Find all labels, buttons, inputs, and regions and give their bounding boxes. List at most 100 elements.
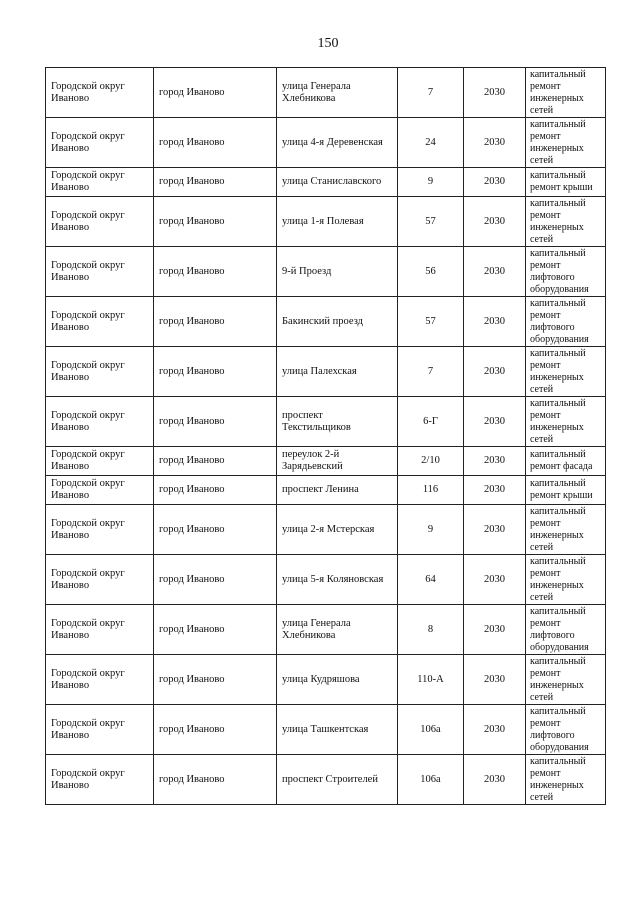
work-type-cell: капитальный ремонт инженерных сетей (525, 117, 606, 168)
district-cell: Городской округ Иваново (45, 754, 154, 805)
district-cell: Городской округ Иваново (45, 346, 154, 397)
house-number-cell: 106а (397, 704, 464, 755)
work-type-cell: капитальный ремонт крыши (525, 167, 606, 197)
work-type-cell: капитальный ремонт лифтового оборудовани… (525, 296, 606, 347)
district-cell: Городской округ Иваново (45, 167, 154, 197)
district-cell: Городской округ Иваново (45, 704, 154, 755)
district-cell: Городской округ Иваново (45, 396, 154, 447)
year-cell: 2030 (463, 504, 526, 555)
district-cell: Городской округ Иваново (45, 296, 154, 347)
table-row: Городской округ Иваново город Иваново прос… (45, 754, 606, 805)
table-row: Городской округ Иваново город Иваново улиц… (45, 554, 606, 605)
table-row: Городской округ Иваново город Иваново 9-й … (45, 246, 606, 297)
district-cell: Городской округ Иваново (45, 654, 154, 705)
district-cell: Городской округ Иваново (45, 446, 154, 476)
house-number-cell: 24 (397, 117, 464, 168)
house-number-cell: 8 (397, 604, 464, 655)
table-row: Городской округ Иваново город Иваново улиц… (45, 346, 606, 397)
table-row: Городской округ Иваново город Иваново пере… (45, 446, 606, 476)
district-cell: Городской округ Иваново (45, 246, 154, 297)
house-number-cell: 64 (397, 554, 464, 605)
street-cell: улица 2-я Мстерская (276, 504, 398, 555)
city-cell: город Иваново (153, 117, 277, 168)
year-cell: 2030 (463, 396, 526, 447)
street-cell: улица Генерала Хлебникова (276, 604, 398, 655)
street-cell: улица Генерала Хлебникова (276, 67, 398, 118)
street-cell: 9-й Проезд (276, 246, 398, 297)
house-number-cell: 57 (397, 296, 464, 347)
year-cell: 2030 (463, 346, 526, 397)
table-row: Городской округ Иваново город Иваново прос… (45, 396, 606, 447)
year-cell: 2030 (463, 167, 526, 197)
street-cell: проспект Текстильщиков (276, 396, 398, 447)
house-number-cell: 106а (397, 754, 464, 805)
district-cell: Городской округ Иваново (45, 604, 154, 655)
table-row: Городской округ Иваново город Иваново улиц… (45, 117, 606, 168)
house-number-cell: 6-Г (397, 396, 464, 447)
house-number-cell: 7 (397, 67, 464, 118)
house-number-cell: 9 (397, 167, 464, 197)
table-row: Городской округ Иваново город Иваново прос… (45, 475, 606, 505)
work-type-cell: капитальный ремонт инженерных сетей (525, 504, 606, 555)
table-row: Городской округ Иваново город Иваново улиц… (45, 196, 606, 247)
work-type-cell: капитальный ремонт инженерных сетей (525, 396, 606, 447)
city-cell: город Иваново (153, 346, 277, 397)
city-cell: город Иваново (153, 604, 277, 655)
street-cell: переулок 2-й Зарядьевский (276, 446, 398, 476)
table-row: Городской округ Иваново город Иваново Баки… (45, 296, 606, 347)
district-cell: Городской округ Иваново (45, 475, 154, 505)
repair-schedule-table: Городской округ Иваново город Иваново улиц… (45, 67, 606, 805)
district-cell: Городской округ Иваново (45, 554, 154, 605)
year-cell: 2030 (463, 446, 526, 476)
city-cell: город Иваново (153, 167, 277, 197)
house-number-cell: 116 (397, 475, 464, 505)
work-type-cell: капитальный ремонт инженерных сетей (525, 754, 606, 805)
year-cell: 2030 (463, 475, 526, 505)
work-type-cell: капитальный ремонт лифтового оборудовани… (525, 704, 606, 755)
work-type-cell: капитальный ремонт инженерных сетей (525, 67, 606, 118)
work-type-cell: капитальный ремонт фасада (525, 446, 606, 476)
table-row: Городской округ Иваново город Иваново улиц… (45, 67, 606, 118)
page-number: 150 (317, 36, 339, 51)
year-cell: 2030 (463, 296, 526, 347)
district-cell: Городской округ Иваново (45, 67, 154, 118)
street-cell: улица Ташкентская (276, 704, 398, 755)
work-type-cell: капитальный ремонт инженерных сетей (525, 346, 606, 397)
city-cell: город Иваново (153, 296, 277, 347)
street-cell: проспект Ленина (276, 475, 398, 505)
year-cell: 2030 (463, 117, 526, 168)
year-cell: 2030 (463, 554, 526, 605)
district-cell: Городской округ Иваново (45, 196, 154, 247)
year-cell: 2030 (463, 196, 526, 247)
street-cell: улица Палехская (276, 346, 398, 397)
table-row: Городской округ Иваново город Иваново улиц… (45, 167, 606, 197)
house-number-cell: 9 (397, 504, 464, 555)
year-cell: 2030 (463, 604, 526, 655)
work-type-cell: капитальный ремонт лифтового оборудовани… (525, 246, 606, 297)
house-number-cell: 110-А (397, 654, 464, 705)
district-cell: Городской округ Иваново (45, 117, 154, 168)
house-number-cell: 7 (397, 346, 464, 397)
city-cell: город Иваново (153, 67, 277, 118)
table-row: Городской округ Иваново город Иваново улиц… (45, 704, 606, 755)
year-cell: 2030 (463, 754, 526, 805)
house-number-cell: 57 (397, 196, 464, 247)
work-type-cell: капитальный ремонт крыши (525, 475, 606, 505)
work-type-cell: капитальный ремонт лифтового оборудовани… (525, 604, 606, 655)
work-type-cell: капитальный ремонт инженерных сетей (525, 654, 606, 705)
year-cell: 2030 (463, 67, 526, 118)
city-cell: город Иваново (153, 754, 277, 805)
house-number-cell: 56 (397, 246, 464, 297)
table-row: Городской округ Иваново город Иваново улиц… (45, 504, 606, 555)
street-cell: Бакинский проезд (276, 296, 398, 347)
house-number-cell: 2/10 (397, 446, 464, 476)
city-cell: город Иваново (153, 246, 277, 297)
year-cell: 2030 (463, 246, 526, 297)
street-cell: улица Станиславского (276, 167, 398, 197)
city-cell: город Иваново (153, 196, 277, 247)
year-cell: 2030 (463, 654, 526, 705)
city-cell: город Иваново (153, 654, 277, 705)
district-cell: Городской округ Иваново (45, 504, 154, 555)
city-cell: город Иваново (153, 504, 277, 555)
table-row: Городской округ Иваново город Иваново улиц… (45, 604, 606, 655)
